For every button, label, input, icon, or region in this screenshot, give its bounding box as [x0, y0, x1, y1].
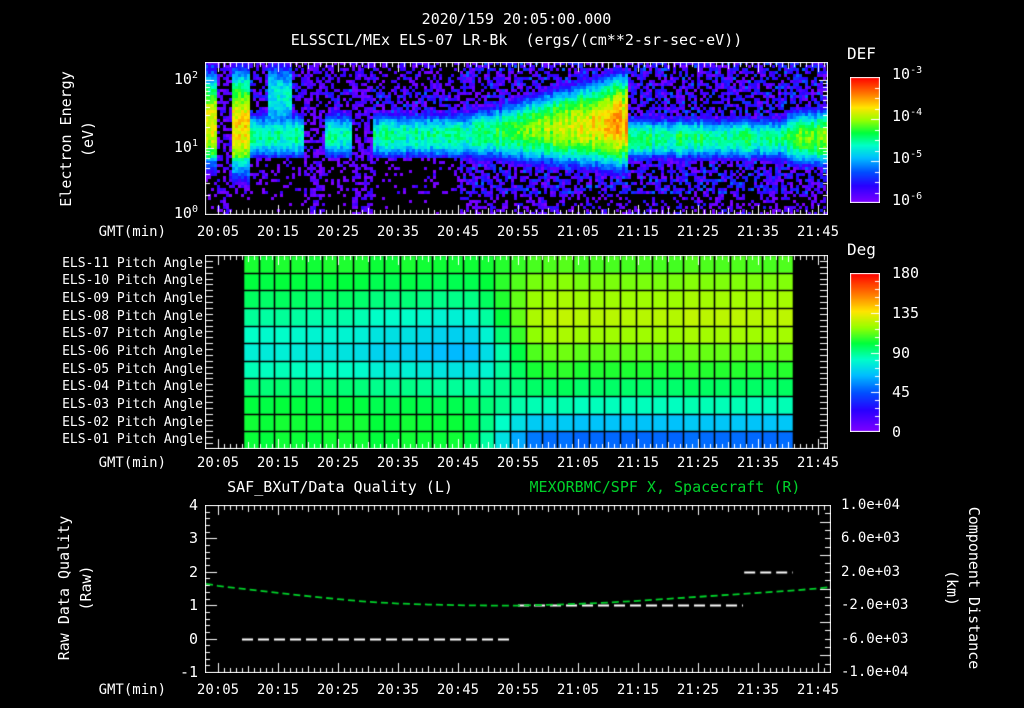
time-tick-label: 20:15 [256, 224, 300, 240]
distance-ytick-label: -2.0e+03 [841, 597, 909, 614]
time-tick-label: 21:15 [616, 455, 660, 471]
time-tick-label: 21:05 [556, 224, 600, 240]
quality-ytick-label: -1 [179, 663, 198, 681]
time-tick-label: 21:35 [736, 224, 780, 240]
time-tick-label: 20:25 [316, 455, 360, 471]
gmt-axis-caption: GMT(min) [98, 682, 166, 698]
pitch-row-label: ELS-08 Pitch Angle [62, 308, 203, 324]
energy-ytick-label: 102 [173, 70, 198, 88]
time-tick-label: 20:55 [496, 682, 540, 698]
pitch-row-label: ELS-05 Pitch Angle [62, 361, 203, 377]
time-tick-label: 21:25 [676, 224, 720, 240]
deg-colorbar-tick-label: 45 [892, 383, 911, 402]
time-tick-label: 20:15 [256, 455, 300, 471]
gmt-axis-caption: GMT(min) [98, 224, 166, 240]
time-tick-label: 20:15 [256, 682, 300, 698]
pitch-angle-canvas [205, 255, 828, 449]
quality-ytick-label: 3 [188, 529, 198, 548]
time-tick-label: 20:25 [316, 224, 360, 240]
time-tick-label: 20:35 [376, 455, 420, 471]
time-tick-label: 20:55 [496, 455, 540, 471]
time-tick-label: 21:25 [676, 455, 720, 471]
time-tick-label: 20:05 [196, 682, 240, 698]
time-tick-label: 21:35 [736, 682, 780, 698]
time-tick-label: 20:35 [376, 224, 420, 240]
time-tick-label: 20:45 [436, 682, 480, 698]
plot-subtitle: ELSSCIL/MEx ELS-07 LR-Bk (ergs/(cm**2-sr… [290, 31, 743, 49]
pitch-row-label: ELS-10 Pitch Angle [62, 273, 203, 289]
electron-energy-spectrogram-canvas [205, 62, 828, 215]
distance-ytick-label: 1.0e+04 [841, 497, 901, 513]
pitch-row-label: ELS-02 Pitch Angle [62, 414, 203, 430]
distance-ytick-label: 6.0e+03 [841, 530, 901, 547]
quality-ytick-label: 4 [188, 496, 198, 514]
component-distance-axis-label: Component Distance (km) [943, 506, 983, 670]
pitch-row-label: ELS-01 Pitch Angle [62, 432, 203, 448]
distance-ytick-label: -6.0e+03 [841, 630, 909, 647]
pitch-row-label: ELS-09 Pitch Angle [62, 291, 203, 307]
pitch-row-label: ELS-03 Pitch Angle [62, 396, 203, 412]
def-colorbar-canvas [850, 77, 880, 203]
deg-colorbar-canvas [850, 273, 880, 432]
distance-ytick-label: 2.0e+03 [841, 563, 901, 580]
pitch-row-label: ELS-06 Pitch Angle [62, 343, 203, 359]
pitch-row-label: ELS-11 Pitch Angle [62, 255, 203, 271]
time-tick-label: 21:45 [796, 682, 840, 698]
quality-panel-title-right: MEXORBMC/SPF X, Spacecraft (R) [529, 478, 801, 496]
quality-distance-plot-canvas [205, 505, 831, 673]
raw-data-quality-axis-label: Raw Data Quality (Raw) [55, 515, 95, 661]
deg-colorbar-tick-label: 90 [892, 343, 911, 362]
plot-title: 2020/159 20:05:00.000 [421, 10, 612, 28]
def-colorbar-tick-label: 10-4 [892, 107, 923, 125]
time-tick-label: 21:35 [736, 455, 780, 471]
time-tick-label: 21:25 [676, 682, 720, 698]
time-tick-label: 21:45 [796, 224, 840, 240]
time-tick-label: 21:15 [616, 682, 660, 698]
time-tick-label: 20:05 [196, 455, 240, 471]
energy-ytick-label: 100 [173, 204, 198, 222]
time-tick-label: 20:05 [196, 224, 240, 240]
pitch-row-label: ELS-07 Pitch Angle [62, 326, 203, 342]
time-tick-label: 20:45 [436, 455, 480, 471]
deg-colorbar-tick-label: 135 [892, 303, 920, 322]
quality-ytick-label: 0 [188, 629, 198, 648]
quality-ytick-label: 2 [188, 562, 198, 581]
time-tick-label: 21:15 [616, 224, 660, 240]
def-colorbar-tick-label: 10-3 [892, 65, 923, 83]
quality-ytick-label: 1 [188, 596, 198, 615]
time-tick-label: 20:35 [376, 682, 420, 698]
gmt-axis-caption: GMT(min) [98, 455, 166, 471]
def-colorbar-tick-label: 10-6 [892, 191, 923, 209]
time-tick-label: 20:25 [316, 682, 360, 698]
pitch-row-label: ELS-04 Pitch Angle [62, 379, 203, 395]
quality-panel-title-left: SAF_BXuT/Data Quality (L) [227, 478, 453, 496]
electron-energy-axis-label: Electron Energy (eV) [57, 71, 97, 207]
time-tick-label: 21:45 [796, 455, 840, 471]
time-tick-label: 21:05 [556, 682, 600, 698]
deg-colorbar-title: Deg [847, 240, 876, 259]
time-tick-label: 20:45 [436, 224, 480, 240]
deg-colorbar-tick-label: 180 [892, 264, 920, 282]
distance-ytick-label: -1.0e+04 [841, 664, 909, 680]
def-colorbar-tick-label: 10-5 [892, 149, 923, 167]
time-tick-label: 21:05 [556, 455, 600, 471]
time-tick-label: 20:55 [496, 224, 540, 240]
def-colorbar-title: DEF [847, 44, 876, 63]
energy-ytick-label: 101 [173, 138, 198, 156]
deg-colorbar-tick-label: 0 [892, 423, 902, 441]
